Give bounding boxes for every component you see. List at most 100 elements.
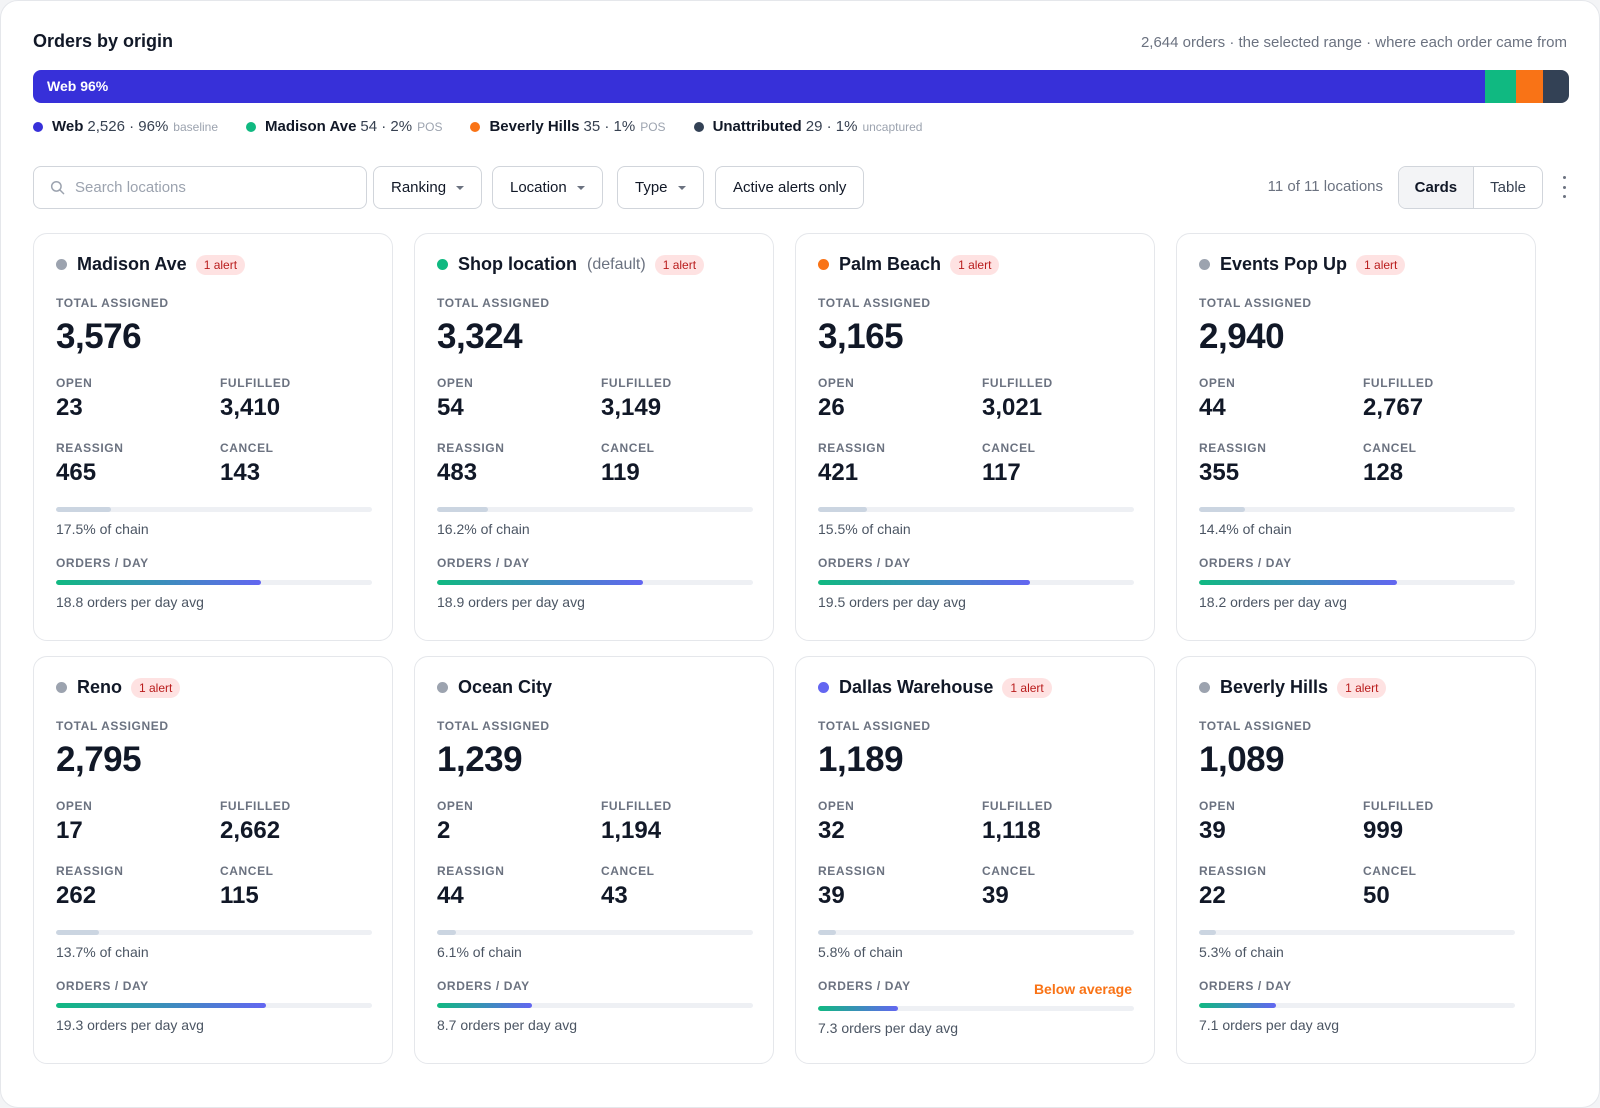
chain-share-fill bbox=[1199, 507, 1245, 512]
chain-share-bar bbox=[56, 930, 372, 935]
chain-share-fill bbox=[818, 930, 837, 935]
open-value: 54 bbox=[437, 394, 464, 421]
cancel-label: CANCEL bbox=[601, 864, 655, 878]
location-card[interactable]: Palm Beach 1 alert TOTAL ASSIGNED 3,165 OPEN… bbox=[795, 233, 1155, 641]
location-card[interactable]: Dallas Warehouse 1 alert TOTAL ASSIGNED 1,1… bbox=[795, 656, 1155, 1064]
orders-per-day-text: 18.8 orders per day avg bbox=[56, 594, 204, 610]
orders-per-day-fill bbox=[437, 1003, 532, 1008]
cancel-value: 119 bbox=[601, 459, 640, 486]
location-card[interactable]: Shop location (default) 1 alert TOTAL ASSIG… bbox=[414, 233, 774, 641]
cancel-label: CANCEL bbox=[982, 441, 1036, 455]
orders-per-day-label: ORDERS / DAY bbox=[437, 979, 530, 993]
location-name: Reno bbox=[77, 677, 122, 697]
type-filter-label: Type bbox=[635, 179, 668, 196]
kebab-icon[interactable] bbox=[1561, 176, 1567, 198]
cancel-value: 39 bbox=[982, 882, 1009, 909]
orders-per-day-bar bbox=[56, 1003, 372, 1008]
type-filter-button[interactable]: Type bbox=[617, 166, 704, 209]
orders-per-day-label: ORDERS / DAY bbox=[1199, 979, 1292, 993]
fulfilled-label: FULFILLED bbox=[220, 376, 291, 390]
location-card[interactable]: Madison Ave 1 alert TOTAL ASSIGNED 3,576 OPE… bbox=[33, 233, 393, 641]
chain-share-bar bbox=[818, 507, 1134, 512]
card-header: Beverly Hills 1 alert bbox=[1199, 677, 1387, 698]
location-card[interactable]: Reno 1 alert TOTAL ASSIGNED 2,795 OPEN 17 FULF… bbox=[33, 656, 393, 1064]
open-label: OPEN bbox=[818, 376, 855, 390]
reassign-label: REASSIGN bbox=[818, 441, 886, 455]
cancel-label: CANCEL bbox=[601, 441, 655, 455]
reassign-label: REASSIGN bbox=[56, 864, 124, 878]
search-input[interactable] bbox=[75, 179, 345, 196]
active-alerts-toggle[interactable]: Active alerts only bbox=[715, 166, 865, 209]
card-header: Palm Beach 1 alert bbox=[818, 254, 1000, 275]
status-dot bbox=[437, 682, 448, 693]
fulfilled-label: FULFILLED bbox=[1363, 376, 1434, 390]
chain-share-text: 5.8% of chain bbox=[818, 944, 903, 960]
ranking-filter-button[interactable]: Ranking bbox=[373, 166, 483, 209]
open-value: 39 bbox=[1199, 817, 1226, 844]
legend-name: Unattributed bbox=[712, 118, 802, 135]
legend-value: 29 · 1% bbox=[805, 118, 858, 135]
cancel-value: 115 bbox=[220, 882, 259, 909]
chain-share-bar bbox=[818, 930, 1134, 935]
alert-badge[interactable]: 1 alert bbox=[1356, 254, 1406, 275]
orders-per-day-fill bbox=[56, 580, 261, 585]
location-filter-button[interactable]: Location bbox=[492, 166, 603, 209]
origin-legend: Web 2,526 · 96% baseline Madison Ave 54 · 2%… bbox=[33, 118, 922, 135]
origin-segment-label: Web 96% bbox=[47, 78, 109, 94]
chain-share-fill bbox=[56, 930, 100, 935]
page-title: Orders by origin bbox=[33, 31, 174, 51]
alert-badge[interactable]: 1 alert bbox=[1002, 677, 1052, 698]
total-assigned-value: 1,239 bbox=[437, 740, 523, 779]
view-cards-button[interactable]: Cards bbox=[1398, 167, 1475, 208]
chain-share-fill bbox=[437, 930, 457, 935]
card-header: Ocean City bbox=[437, 677, 552, 698]
orders-per-day-text: 19.3 orders per day avg bbox=[56, 1017, 204, 1033]
alert-badge[interactable]: 1 alert bbox=[131, 677, 181, 698]
open-value: 23 bbox=[56, 394, 83, 421]
legend-dot bbox=[33, 121, 43, 132]
total-assigned-label: TOTAL ASSIGNED bbox=[1199, 296, 1312, 310]
legend-dot bbox=[246, 121, 256, 132]
origin-share-bar: Web 96% bbox=[33, 70, 1569, 103]
fulfilled-value: 1,194 bbox=[601, 817, 662, 844]
legend-dot bbox=[693, 121, 704, 132]
location-card[interactable]: Beverly Hills 1 alert TOTAL ASSIGNED 1,089 O… bbox=[1176, 656, 1536, 1064]
location-card[interactable]: Ocean City TOTAL ASSIGNED 1,239 OPEN 2 FULFIL… bbox=[414, 656, 774, 1064]
orders-per-day-fill bbox=[818, 580, 1031, 585]
reassign-value: 262 bbox=[56, 882, 97, 909]
cancel-label: CANCEL bbox=[1363, 864, 1417, 878]
view-table-button[interactable]: Table bbox=[1490, 179, 1526, 196]
search-box[interactable] bbox=[33, 166, 367, 209]
chain-share-text: 17.5% of chain bbox=[56, 521, 149, 537]
legend-tag: uncaptured bbox=[862, 119, 923, 134]
cancel-label: CANCEL bbox=[982, 864, 1036, 878]
legend-dot bbox=[470, 121, 481, 132]
legend-tag: baseline bbox=[173, 119, 218, 134]
alert-badge[interactable]: 1 alert bbox=[195, 254, 246, 275]
location-name: Ocean City bbox=[458, 677, 553, 697]
legend-item: Web 2,526 · 96% baseline bbox=[33, 118, 218, 135]
alert-badge[interactable]: 1 alert bbox=[1337, 677, 1387, 698]
open-value: 2 bbox=[437, 817, 451, 844]
chain-share-bar bbox=[1199, 930, 1515, 935]
alert-badge[interactable]: 1 alert bbox=[950, 254, 1000, 275]
reassign-label: REASSIGN bbox=[1199, 441, 1267, 455]
cancel-label: CANCEL bbox=[220, 864, 274, 878]
chain-share-text: 14.4% of chain bbox=[1199, 521, 1292, 537]
card-header: Events Pop Up 1 alert bbox=[1199, 254, 1406, 275]
location-card[interactable]: Events Pop Up 1 alert TOTAL ASSIGNED 2,940 O… bbox=[1176, 233, 1536, 641]
orders-per-day-label: ORDERS / DAY bbox=[1199, 556, 1292, 570]
legend-name: Web bbox=[52, 118, 84, 135]
orders-per-day-bar bbox=[56, 580, 372, 585]
chain-share-fill bbox=[437, 507, 489, 512]
open-value: 17 bbox=[56, 817, 83, 844]
chain-share-text: 16.2% of chain bbox=[437, 521, 530, 537]
status-dot bbox=[1199, 682, 1210, 693]
chain-share-bar bbox=[56, 507, 372, 512]
alert-badge[interactable]: 1 alert bbox=[654, 254, 705, 275]
search-icon bbox=[50, 180, 65, 195]
open-label: OPEN bbox=[437, 799, 474, 813]
location-name: Shop location bbox=[458, 254, 577, 274]
orders-per-day-label: ORDERS / DAY bbox=[56, 556, 149, 570]
